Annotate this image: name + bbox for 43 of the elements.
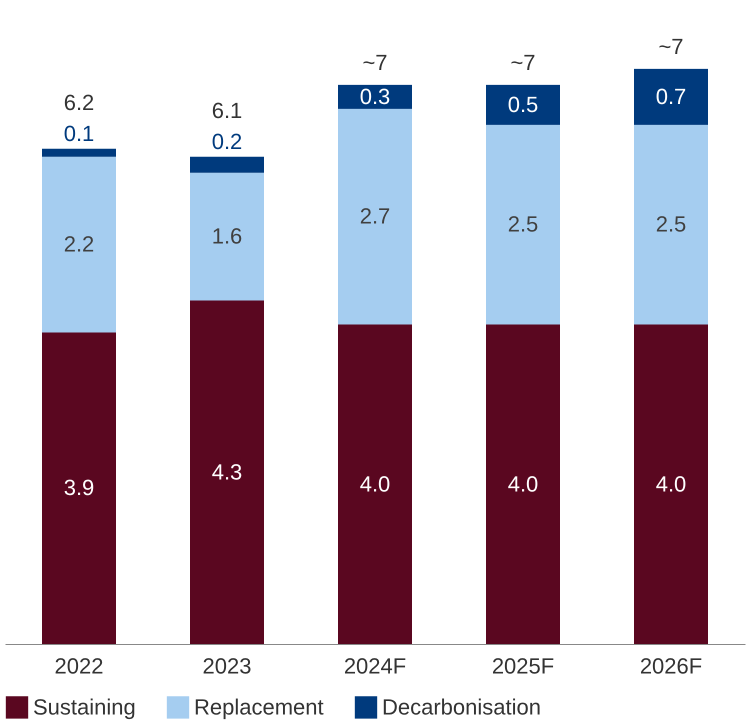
bar: [338, 84, 412, 109]
data-label: 0.2: [212, 128, 242, 154]
bar: [190, 300, 264, 644]
legend-label: Decarbonisation: [382, 694, 541, 720]
bar: [42, 148, 116, 157]
total-label: ~7: [658, 34, 684, 59]
total-label: ~7: [362, 50, 388, 75]
bar: [42, 332, 116, 644]
total-label: 6.2: [64, 90, 94, 115]
data-label: 0.5: [508, 92, 538, 117]
x-tick-label: 2023: [202, 654, 252, 678]
bar: [338, 324, 412, 644]
data-label: 2.5: [508, 212, 538, 237]
data-label: 3.9: [64, 475, 94, 500]
bar: [190, 172, 264, 301]
bar: [42, 156, 116, 332]
data-label: 4.0: [360, 471, 390, 496]
bar: [486, 124, 560, 324]
legend-label: Sustaining: [33, 694, 136, 720]
bar: [486, 324, 560, 644]
data-label: 4.0: [508, 471, 538, 496]
bar: [634, 124, 708, 324]
bar: [338, 108, 412, 324]
data-label: 1.6: [212, 224, 242, 249]
bar: [190, 156, 264, 173]
data-label: 0.3: [360, 84, 390, 109]
data-label: 4.3: [212, 459, 242, 484]
x-tick-label: 2024F: [344, 654, 406, 678]
data-label: 2.5: [656, 212, 686, 237]
data-label: 2.7: [360, 204, 390, 229]
bar: [634, 68, 708, 125]
x-tick-label: 2026F: [640, 654, 702, 678]
x-tick-label: 2022: [54, 654, 104, 678]
data-label: 2.2: [64, 232, 94, 257]
data-label: 0.1: [64, 120, 94, 146]
data-label: 0.7: [656, 84, 686, 109]
total-label: ~7: [510, 50, 536, 75]
data-label: 4.0: [656, 471, 686, 496]
bar: [634, 324, 708, 644]
total-label: 6.1: [212, 98, 242, 123]
bar: [486, 84, 560, 125]
legend-label: Replacement: [194, 694, 324, 720]
x-tick-label: 2025F: [492, 654, 554, 678]
